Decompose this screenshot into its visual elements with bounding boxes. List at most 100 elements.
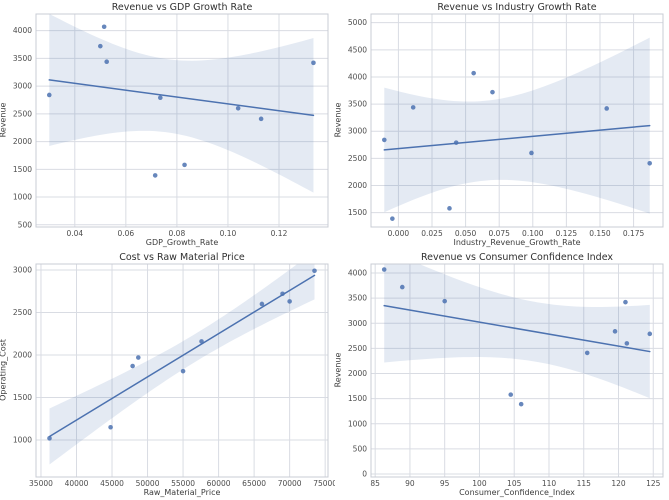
x-tick-label: 125 — [646, 479, 661, 488]
y-tick-label: 1000 — [13, 193, 32, 202]
x-tick-label: 0.125 — [556, 229, 578, 238]
data-point — [381, 267, 387, 272]
data-layer — [381, 264, 653, 407]
data-point — [280, 291, 285, 297]
x-tick-label: 0.175 — [623, 229, 645, 238]
data-point — [442, 298, 447, 304]
x-tick-label: 115 — [577, 479, 592, 488]
data-layer — [382, 37, 652, 221]
x-tick-label: 55000 — [171, 479, 195, 488]
regression-line — [48, 79, 315, 117]
confidence-band — [49, 264, 315, 465]
chart-title: Cost vs Raw Material Price — [119, 252, 245, 263]
y-tick-label: 4000 — [13, 26, 32, 35]
y-tick-label: 3000 — [348, 319, 367, 328]
x-tick-label: 0.075 — [488, 229, 510, 238]
y-tick-label: 500 — [353, 444, 368, 453]
y-tick-label: 3000 — [13, 82, 32, 91]
data-point — [104, 59, 110, 65]
data-point — [287, 299, 292, 304]
x-tick-label: 0.050 — [455, 229, 477, 238]
y-tick-label: 4500 — [348, 45, 367, 54]
subplot-revenue-vs-consumer-confidence-index: 85 90 95 100 105 110 115 120 125 0 500 1000 1500 2000… — [333, 250, 669, 500]
y-axis-label: Revenue — [333, 102, 343, 138]
data-point — [98, 43, 103, 49]
plot-border — [35, 263, 329, 478]
y-tick-label: 500 — [18, 220, 33, 229]
y-tick-label: 2500 — [13, 308, 32, 317]
data-point — [647, 160, 652, 166]
y-tick-label: 1500 — [13, 165, 32, 174]
chart-plot-area: 0.04 0.06 0.08 0.10 0.12 500 1000 1500 2000 2500 3… — [13, 13, 329, 238]
y-tick-label: 1000 — [348, 419, 367, 428]
y-tick-label: 2000 — [13, 137, 32, 146]
x-tick-label: 0.04 — [66, 229, 83, 238]
confidence-band — [384, 37, 650, 214]
x-tick-label: 0.000 — [388, 229, 410, 238]
y-axis-label: Operating_Cost — [0, 339, 8, 401]
y-tick-label: 2000 — [13, 350, 32, 359]
x-tick-label: 35000 — [29, 479, 53, 488]
data-point — [518, 401, 524, 407]
y-axis-label: Revenue — [0, 102, 8, 138]
y-tick-label: 3500 — [348, 100, 367, 109]
y-axis-label: Revenue — [333, 352, 343, 388]
data-point — [158, 95, 163, 101]
data-point — [447, 206, 452, 211]
x-axis-label: Industry_Revenue_Growth_Rate — [453, 238, 581, 247]
y-tick-label: 2500 — [13, 109, 32, 118]
data-point — [529, 150, 534, 156]
x-axis-label: GDP_Growth_Rate — [145, 238, 219, 247]
data-point — [399, 284, 405, 290]
data-point — [108, 424, 113, 430]
data-point — [311, 60, 316, 66]
y-tick-label: 3500 — [348, 294, 367, 303]
data-point — [382, 137, 387, 143]
chart-plot-area: 0.000 0.025 0.050 0.075 0.100 0.125 0.150 0.175… — [348, 13, 664, 238]
data-point — [46, 92, 52, 98]
x-tick-label: 120 — [611, 479, 626, 488]
data-point — [584, 350, 590, 356]
x-tick-label: 75000 — [313, 479, 335, 488]
x-tick-label: 90 — [405, 479, 415, 488]
y-tick-label: 1000 — [13, 436, 32, 445]
x-tick-label: 100 — [472, 479, 487, 488]
x-tick-label: 50000 — [136, 479, 160, 488]
x-tick-label: 45000 — [100, 479, 124, 488]
data-point — [180, 368, 186, 374]
x-tick-label: 0.06 — [117, 229, 134, 238]
x-tick-label: 0.100 — [522, 229, 544, 238]
x-tick-label: 105 — [507, 479, 522, 488]
y-tick-label: 2500 — [348, 154, 367, 163]
y-tick-label: 4000 — [348, 72, 367, 81]
chart-title: Revenue vs GDP Growth Rate — [111, 2, 253, 13]
confidence-band — [384, 264, 650, 399]
data-point — [101, 24, 107, 30]
data-point — [647, 331, 653, 337]
x-tick-label: 0.08 — [169, 229, 186, 238]
x-tick-label: 60000 — [207, 479, 231, 488]
y-tick-label: 2000 — [348, 369, 367, 378]
data-point — [182, 162, 187, 168]
x-axis-label: Raw_Material_Price — [143, 488, 221, 497]
data-point — [312, 268, 317, 274]
data-point — [136, 355, 141, 360]
subplot-cost-vs-raw-material-price: 35000 40000 45000 50000 55000 60000 65000 70000… — [0, 250, 335, 500]
data-point — [508, 392, 514, 397]
data-point — [258, 116, 264, 122]
y-tick-label: 2500 — [348, 344, 367, 353]
regression-line — [383, 304, 651, 353]
y-tick-label: 2000 — [348, 181, 367, 190]
chart-title: Revenue vs Consumer Confidence Index — [420, 252, 614, 263]
plot-border — [35, 13, 329, 228]
x-tick-label: 95 — [440, 479, 450, 488]
data-layer — [46, 14, 316, 193]
y-tick-label: 1500 — [13, 393, 32, 402]
confidence-band — [49, 14, 314, 193]
data-point — [612, 329, 618, 334]
data-layer — [47, 264, 317, 465]
x-tick-label: 65000 — [242, 479, 266, 488]
data-point — [410, 105, 416, 110]
y-tick-label: 5000 — [348, 18, 367, 27]
